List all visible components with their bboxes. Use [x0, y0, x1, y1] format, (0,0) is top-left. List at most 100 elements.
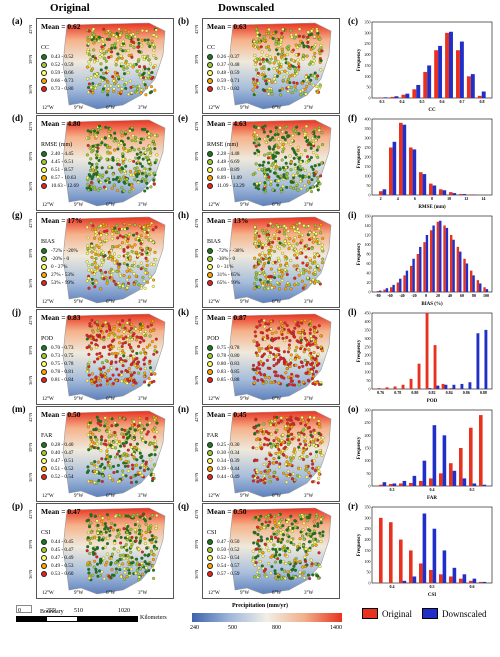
station-dot	[284, 424, 288, 428]
station-dot	[132, 354, 136, 359]
station-dot	[125, 180, 129, 184]
bar-downscaled	[472, 578, 477, 583]
station-dot	[117, 27, 121, 31]
station-dot	[293, 253, 297, 257]
legend-item: 6.69 - 8.89	[207, 166, 244, 174]
station-dot	[129, 39, 134, 43]
bar-original	[390, 96, 395, 98]
station-dot	[270, 163, 274, 167]
station-dot	[153, 161, 157, 165]
station-dot	[107, 435, 111, 439]
station-dot	[99, 49, 103, 53]
y-tick-label: 350	[365, 20, 371, 25]
station-dot	[279, 357, 283, 361]
station-dot	[251, 77, 256, 81]
station-dot	[135, 513, 140, 517]
lon-tick: 9°W	[240, 591, 250, 596]
station-dot	[135, 152, 139, 156]
station-dot	[129, 85, 133, 90]
lat-tick: 42°N	[28, 315, 33, 325]
station-dot	[290, 50, 294, 54]
bar-downscaled	[442, 550, 447, 583]
station-dot	[121, 65, 126, 69]
station-dot	[317, 227, 321, 231]
station-dot	[142, 76, 146, 80]
legend-dot	[41, 474, 47, 480]
legend-range: 0.37 - 0.48	[217, 62, 240, 68]
station-dot	[145, 546, 149, 550]
station-dot	[305, 475, 309, 479]
bar-original	[477, 95, 482, 98]
station-dot	[123, 28, 128, 32]
station-dot	[257, 363, 261, 367]
station-dot	[133, 223, 137, 227]
legend-dot	[41, 280, 47, 286]
legend-item: -72% - -38%	[207, 247, 244, 255]
legend-dot	[41, 151, 47, 157]
station-dot	[298, 448, 302, 452]
station-dot	[145, 186, 149, 190]
station-dot	[299, 168, 303, 172]
station-dot	[112, 87, 116, 91]
station-dot	[110, 237, 114, 241]
station-dot	[315, 84, 319, 88]
bar-original	[419, 480, 423, 486]
station-dot	[263, 287, 267, 291]
station-dot	[110, 43, 114, 48]
station-dot	[318, 531, 322, 535]
station-dot	[86, 244, 90, 248]
station-dot	[98, 55, 102, 59]
x-tick-label: 0.86	[463, 390, 470, 395]
station-dot	[124, 368, 128, 373]
station-dot	[263, 253, 267, 257]
station-dot	[311, 573, 315, 577]
station-dot	[110, 568, 114, 572]
station-dot	[252, 182, 256, 186]
station-dot	[288, 472, 292, 477]
legend-dot	[207, 353, 213, 359]
station-dot	[293, 357, 297, 361]
station-dot	[86, 90, 91, 94]
station-dot	[109, 525, 113, 530]
station-dot	[148, 62, 152, 66]
station-dot	[292, 453, 296, 457]
station-dot	[281, 449, 285, 453]
legend-item: 0.75 - 0.78	[207, 344, 239, 352]
bar-original	[419, 172, 423, 195]
station-dot	[144, 174, 149, 178]
station-dot	[273, 521, 277, 525]
station-dot	[100, 479, 104, 484]
station-dot	[317, 125, 321, 130]
station-dot	[154, 536, 158, 540]
station-dot	[290, 477, 294, 481]
station-dot	[121, 337, 126, 341]
station-dot	[105, 37, 109, 41]
station-dot	[314, 516, 318, 520]
station-dot	[306, 188, 310, 192]
bar-original	[389, 483, 393, 486]
station-dot	[263, 261, 267, 266]
station-dot	[256, 480, 260, 484]
station-dot	[267, 513, 271, 517]
station-dot	[255, 133, 259, 137]
lon-tick: 12°W	[208, 106, 220, 111]
station-dot	[121, 319, 125, 323]
station-dot	[107, 440, 111, 444]
station-dot	[110, 232, 114, 236]
station-dot	[298, 542, 302, 546]
station-dot	[117, 143, 121, 147]
station-dot	[102, 577, 106, 581]
station-dot	[303, 358, 307, 362]
legend-title: CSI	[41, 530, 51, 536]
station-dot	[129, 326, 133, 330]
station-dot	[130, 445, 134, 449]
station-dot	[152, 182, 156, 186]
lat-tick: 36°N	[28, 375, 33, 385]
station-dot	[318, 182, 322, 186]
station-dot	[307, 270, 311, 274]
station-dot	[133, 178, 137, 182]
bar-original	[459, 194, 463, 195]
legend-range: 0.85 - 0.88	[217, 377, 240, 383]
station-dot	[98, 82, 102, 86]
mean-label: Mean = 13%	[207, 216, 249, 225]
